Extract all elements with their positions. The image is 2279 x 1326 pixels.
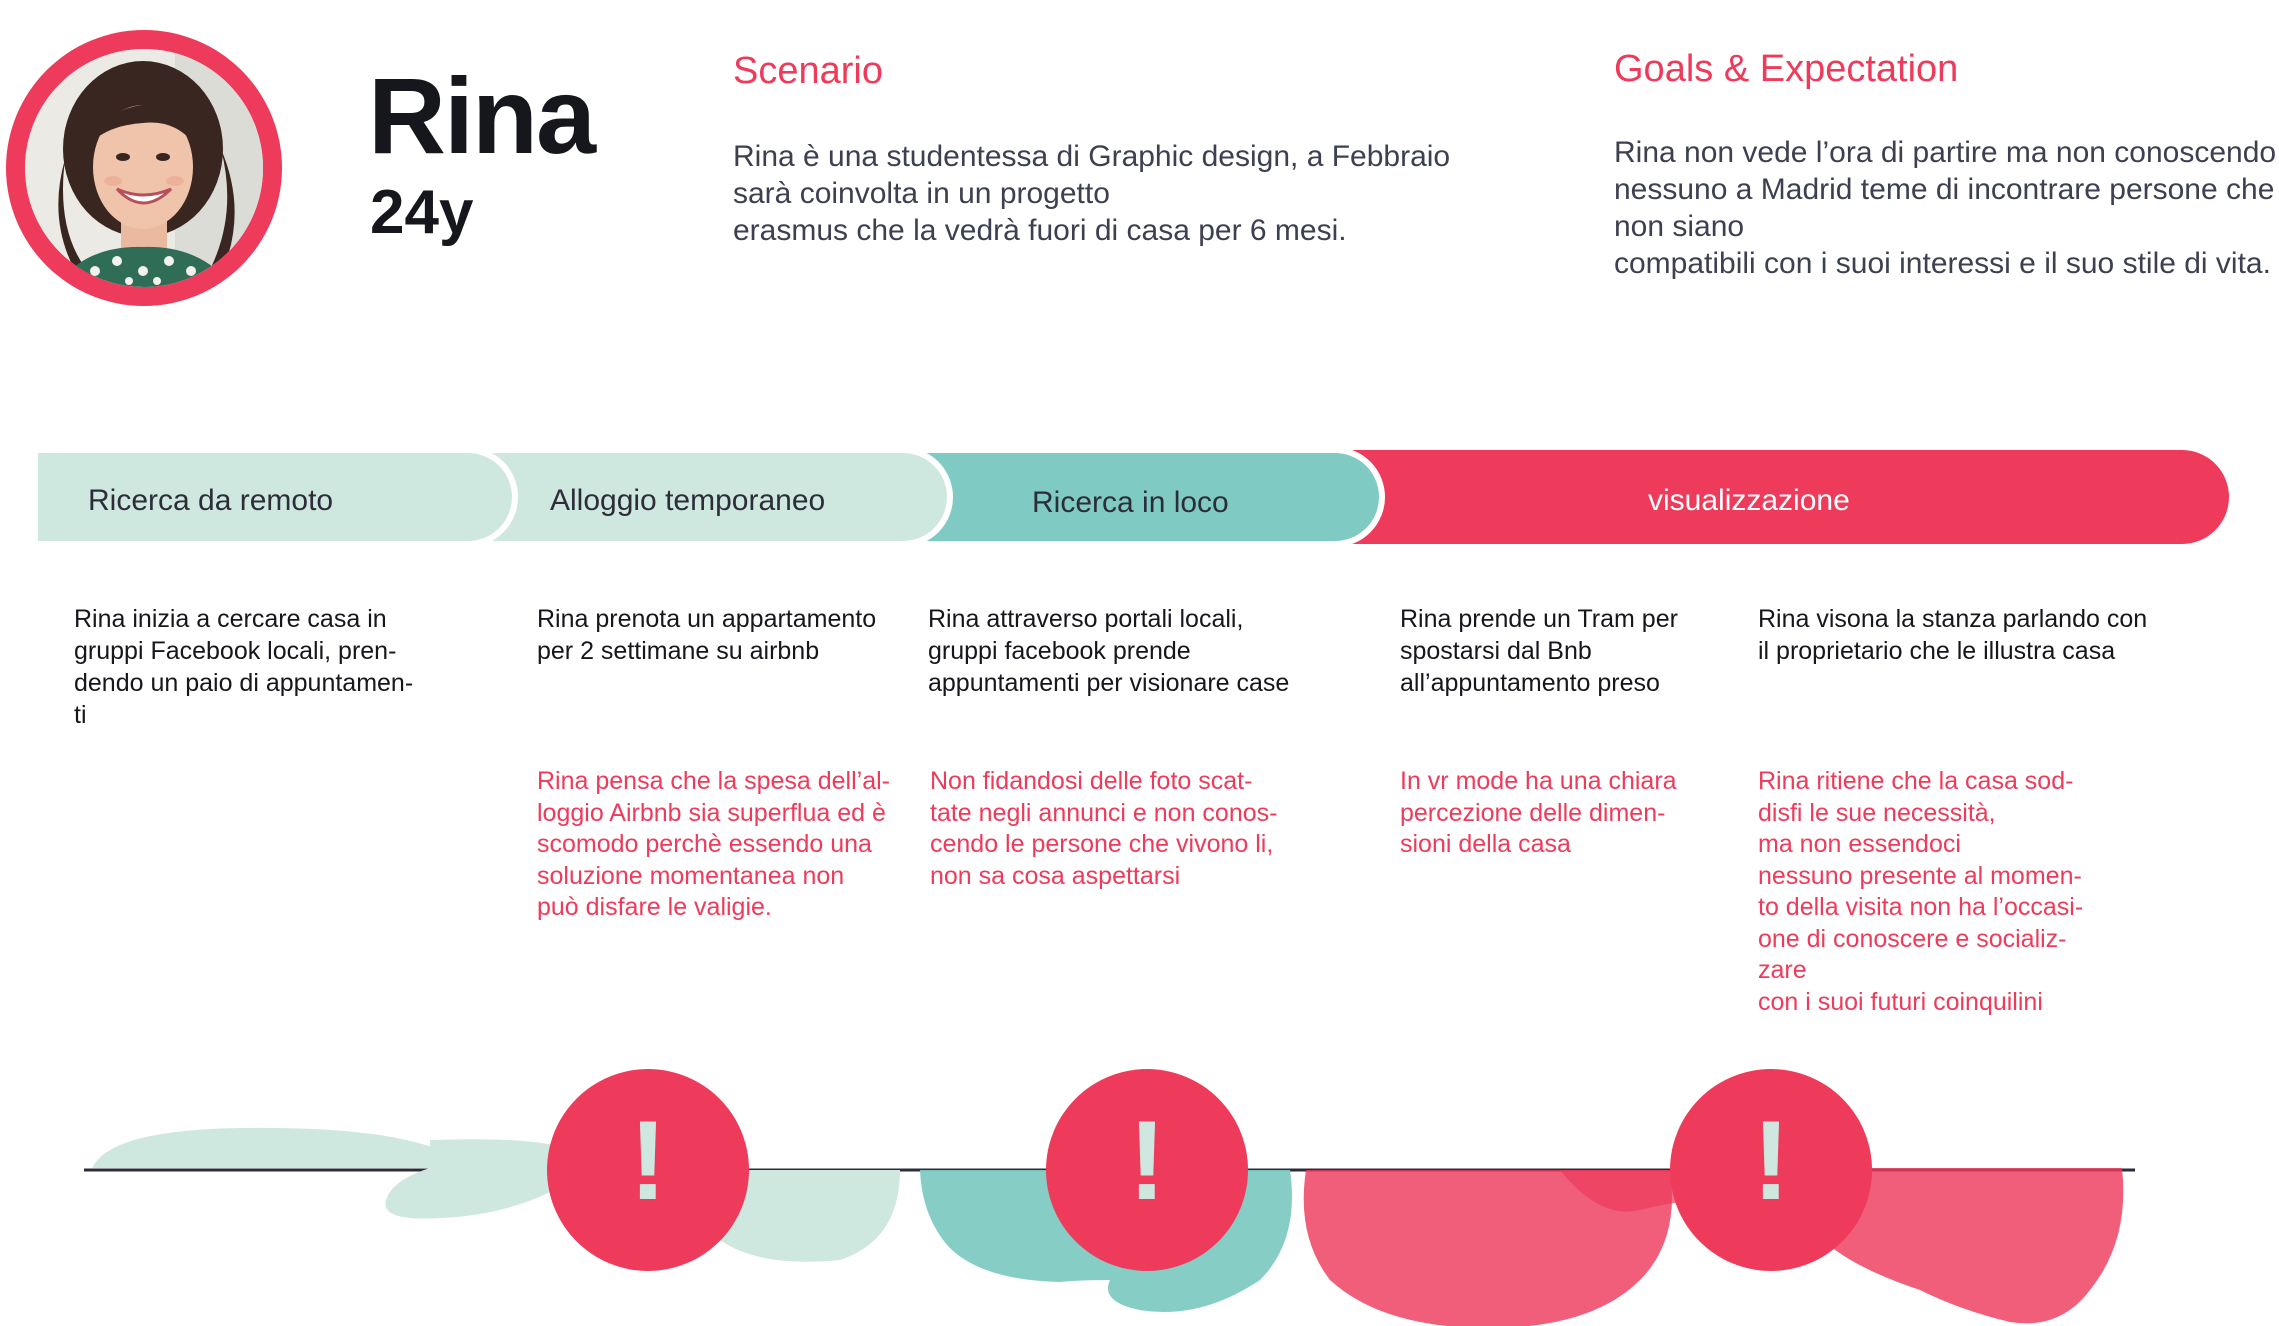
step-action-2: Rina prenota un appartamento per 2 setti… [537,605,877,665]
phase-label-1: Ricerca da remoto [88,484,334,517]
phase-segment-visualizzazione [1340,450,2229,544]
phase-segment-ricerca-da-remoto [35,447,518,547]
phase-label-4: visualizzazione [1648,484,1850,517]
phase-bar [35,447,2229,547]
step-pain-3: Non fidandosi delle foto scat- tate negl… [930,767,1278,890]
exclamation-icon: ! [1128,1098,1166,1223]
alert-circle-1[interactable]: ! [547,1069,749,1271]
avatar [25,49,263,287]
emotion-blob-6 [1780,1168,2124,1324]
phase-label-3: Ricerca in loco [1032,486,1229,519]
avatar-photo [25,49,263,287]
persona-name: Rina [368,55,596,176]
scenario-text: Rina è una studentessa di Graphic design… [733,140,1451,247]
goals-text: Rina non vede l’ora di partire ma non co… [1614,136,2277,280]
phase-segment-alloggio-temporaneo [467,447,953,547]
scenario-title: Scenario [733,50,883,92]
persona-age: 24y [370,178,474,247]
phase-segment-ricerca-in-loco [902,447,1385,547]
step-action-5: Rina visona la stanza parlando con il pr… [1758,605,2148,665]
step-pain-4: In vr mode ha una chiara percezione dell… [1400,767,1677,858]
emotion-blob-5 [1303,1170,1672,1326]
exclamation-icon: ! [1752,1098,1790,1223]
step-action-3: Rina attraverso portali locali, gruppi f… [928,605,1290,697]
phase-label-2: Alloggio temporaneo [550,484,826,517]
step-pain-5: Rina ritiene che la casa sod- disfi le s… [1758,767,2084,1016]
emotion-blob-2 [385,1139,580,1219]
step-pain-2: Rina pensa che la spesa dell’al- loggio … [537,767,890,921]
emotion-blob-1 [92,1127,454,1168]
alert-circle-3[interactable]: ! [1670,1069,1872,1271]
step-action-1: Rina inizia a cercare casa in gruppi Fac… [74,605,414,729]
goals-title: Goals & Expectation [1614,48,1959,90]
alert-circle-2[interactable]: ! [1046,1069,1248,1271]
step-action-4: Rina prende un Tram per spostarsi dal Bn… [1400,605,1678,697]
exclamation-icon: ! [629,1098,667,1223]
